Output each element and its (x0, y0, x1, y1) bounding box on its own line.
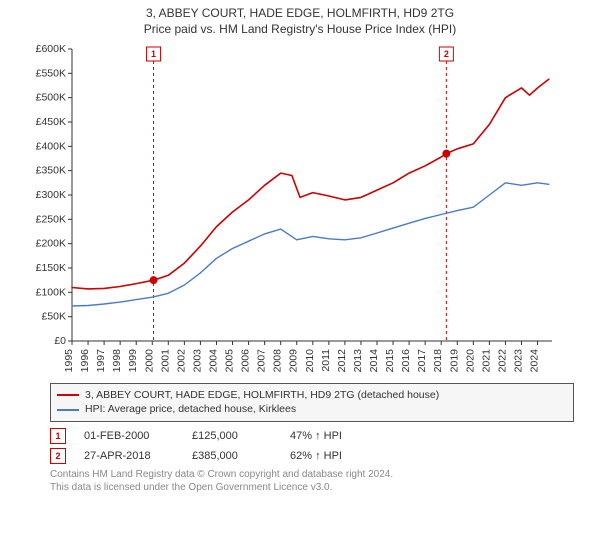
svg-text:2017: 2017 (416, 349, 428, 373)
chart-container: { "title": "3, ABBEY COURT, HADE EDGE, H… (0, 0, 600, 560)
transaction-marker-2: 2 (50, 448, 66, 464)
transaction-date: 27-APR-2018 (84, 450, 174, 462)
svg-text:£300K: £300K (36, 189, 66, 201)
transaction-marker-1: 1 (50, 428, 66, 444)
transactions-table: 1 01-FEB-2000 £125,000 47% ↑ HPI 2 27-AP… (50, 428, 574, 464)
svg-text:£400K: £400K (36, 140, 66, 152)
svg-text:2010: 2010 (304, 349, 316, 373)
svg-text:£0: £0 (54, 335, 66, 347)
svg-text:£600K: £600K (36, 43, 66, 55)
svg-text:2016: 2016 (400, 349, 412, 373)
svg-text:£50K: £50K (41, 310, 66, 322)
chart-title: 3, ABBEY COURT, HADE EDGE, HOLMFIRTH, HD… (0, 0, 600, 20)
svg-text:2009: 2009 (288, 349, 300, 373)
legend-label: HPI: Average price, detached house, Kirk… (85, 402, 296, 417)
svg-text:£200K: £200K (36, 237, 66, 249)
transaction-row: 1 01-FEB-2000 £125,000 47% ↑ HPI (50, 428, 574, 444)
svg-text:1999: 1999 (127, 349, 139, 373)
svg-text:2021: 2021 (480, 349, 492, 373)
price-chart: £0 £50K £100K £150K £200K £250K £300K £350K £400… (22, 41, 578, 381)
svg-text:1: 1 (151, 49, 156, 59)
svg-text:2015: 2015 (384, 349, 396, 373)
attribution: Contains HM Land Registry data © Crown c… (50, 468, 574, 494)
svg-text:2008: 2008 (272, 349, 284, 373)
svg-text:1998: 1998 (111, 349, 123, 373)
svg-text:2012: 2012 (336, 349, 348, 373)
attribution-line1: Contains HM Land Registry data © Crown c… (50, 468, 574, 481)
transaction-price: £125,000 (192, 430, 272, 442)
svg-text:2001: 2001 (159, 349, 171, 373)
svg-text:2019: 2019 (448, 349, 460, 373)
svg-text:2004: 2004 (207, 349, 219, 373)
svg-text:2023: 2023 (512, 349, 524, 373)
legend-label: 3, ABBEY COURT, HADE EDGE, HOLMFIRTH, HD… (85, 388, 439, 403)
attribution-line2: This data is licensed under the Open Gov… (50, 481, 574, 494)
svg-text:2005: 2005 (224, 349, 236, 373)
legend-item-subject: 3, ABBEY COURT, HADE EDGE, HOLMFIRTH, HD… (57, 388, 567, 403)
legend-item-hpi: HPI: Average price, detached house, Kirk… (57, 402, 567, 417)
svg-text:2003: 2003 (191, 349, 203, 373)
svg-text:£150K: £150K (36, 262, 66, 274)
svg-text:2007: 2007 (256, 349, 268, 373)
legend: 3, ABBEY COURT, HADE EDGE, HOLMFIRTH, HD… (50, 383, 574, 422)
svg-text:£550K: £550K (36, 67, 66, 79)
svg-text:£350K: £350K (36, 164, 66, 176)
svg-text:2000: 2000 (143, 349, 155, 373)
svg-text:2002: 2002 (175, 349, 187, 373)
svg-text:£450K: £450K (36, 116, 66, 128)
svg-text:2018: 2018 (432, 349, 444, 373)
svg-text:1997: 1997 (95, 349, 107, 373)
transaction-row: 2 27-APR-2018 £385,000 62% ↑ HPI (50, 448, 574, 464)
transaction-delta: 62% ↑ HPI (290, 450, 342, 462)
legend-swatch (57, 409, 79, 411)
transaction-date: 01-FEB-2000 (84, 430, 174, 442)
svg-text:£250K: £250K (36, 213, 66, 225)
svg-text:2006: 2006 (240, 349, 252, 373)
svg-text:2022: 2022 (496, 349, 508, 373)
transaction-price: £385,000 (192, 450, 272, 462)
svg-text:1996: 1996 (79, 349, 91, 373)
svg-text:2011: 2011 (320, 349, 332, 372)
svg-text:£100K: £100K (36, 286, 66, 298)
svg-text:2013: 2013 (352, 349, 364, 373)
svg-text:2024: 2024 (529, 349, 541, 373)
svg-text:£500K: £500K (36, 91, 66, 103)
svg-text:2020: 2020 (464, 349, 476, 373)
transaction-delta: 47% ↑ HPI (290, 430, 342, 442)
svg-text:2014: 2014 (368, 349, 380, 373)
svg-text:1995: 1995 (63, 349, 75, 373)
chart-subtitle: Price paid vs. HM Land Registry's House … (0, 20, 600, 40)
svg-text:2: 2 (444, 49, 449, 59)
legend-swatch (57, 394, 79, 396)
